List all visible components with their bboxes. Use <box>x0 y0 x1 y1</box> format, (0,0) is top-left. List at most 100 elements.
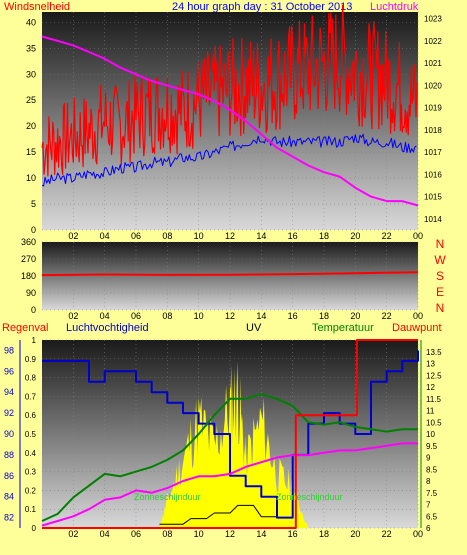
pressure-label: Luchtdruk <box>370 1 419 13</box>
direction-axis-label: 0 <box>31 305 36 315</box>
x-tick-label: 06 <box>131 231 141 241</box>
sunshine-line <box>159 504 277 525</box>
temperature-axis-label: 7 <box>426 501 431 510</box>
rain-line <box>42 339 418 529</box>
wind-axis-label: 15 <box>26 147 36 157</box>
sunshine-label-right: Zonneschijnduur <box>276 492 343 502</box>
compass-label: N <box>436 301 445 315</box>
temperature-axis-label: 8.5 <box>426 465 438 474</box>
x-tick-label: 20 <box>350 231 360 241</box>
x-tick-label: 12 <box>225 529 235 539</box>
x-tick-label: 14 <box>256 311 266 321</box>
rain-axis-label: 0.7 <box>25 392 37 401</box>
direction-axis-label: 180 <box>21 271 36 281</box>
wind-axis-label: 30 <box>26 69 36 79</box>
x-tick-label: 00 <box>413 311 423 321</box>
temperature-axis-label: 12.5 <box>426 371 442 380</box>
x-tick-label: 02 <box>68 311 78 321</box>
humidity-axis-label: 88 <box>4 450 14 460</box>
x-tick-label: 22 <box>382 311 392 321</box>
x-tick-label: 02 <box>68 529 78 539</box>
x-tick-label: 16 <box>288 311 298 321</box>
x-tick-label: 18 <box>319 311 329 321</box>
x-tick-label: 08 <box>162 311 172 321</box>
humidity-label: Luchtvochtigheid <box>66 322 149 334</box>
x-tick-label: 16 <box>288 529 298 539</box>
pressure-axis-label: 1018 <box>424 126 442 135</box>
compass-label: N <box>436 237 445 251</box>
rain-axis-label: 0.4 <box>25 449 37 458</box>
wind-axis-label: 10 <box>26 173 36 183</box>
pressure-axis-label: 1020 <box>424 81 442 90</box>
rain-axis-label: 0.2 <box>25 486 37 495</box>
humidity-axis-label: 86 <box>4 471 14 481</box>
temperature-axis-label: 12 <box>426 383 435 392</box>
wind-speed-line <box>41 4 418 177</box>
x-tick-label: 20 <box>350 311 360 321</box>
temperature-axis-label: 9 <box>426 454 431 463</box>
x-tick-label: 02 <box>68 231 78 241</box>
humidity-line <box>42 350 419 519</box>
rain-axis-label: 0.9 <box>25 355 37 364</box>
x-tick-label: 08 <box>162 231 172 241</box>
rain-axis-label: 0.1 <box>25 505 37 514</box>
wind-axis-label: 25 <box>26 95 36 105</box>
humidity-axis-label: 90 <box>4 429 14 439</box>
wind-average-line <box>41 133 417 187</box>
temperature-line <box>41 393 418 522</box>
humidity-axis-label: 84 <box>4 492 14 502</box>
rain-axis-label: 1 <box>32 336 37 345</box>
direction-axis-label: 270 <box>21 254 36 264</box>
x-tick-label: 18 <box>319 529 329 539</box>
x-tick-label: 00 <box>413 231 423 241</box>
pressure-axis-label: 1016 <box>424 170 442 179</box>
x-tick-label: 14 <box>256 231 266 241</box>
pressure-axis-label: 1023 <box>424 15 442 24</box>
wind-axis-label: 5 <box>31 199 36 209</box>
dewpoint-line <box>41 442 418 527</box>
x-tick-label: 16 <box>288 231 298 241</box>
temperature-axis-label: 9.5 <box>426 442 438 451</box>
humidity-axis-label: 92 <box>4 408 14 418</box>
x-tick-label: 06 <box>131 529 141 539</box>
uv-area <box>159 361 309 528</box>
temperature-axis-label: 7.5 <box>426 489 438 498</box>
direction-axis-label: 90 <box>26 288 36 298</box>
dewpoint-label: Dauwpunt <box>392 322 442 334</box>
x-tick-label: 10 <box>194 529 204 539</box>
humidity-axis-label: 94 <box>4 387 14 397</box>
x-tick-label: 08 <box>162 529 172 539</box>
pressure-line <box>41 35 419 207</box>
pressure-axis-label: 1017 <box>424 148 442 157</box>
x-tick-label: 10 <box>194 311 204 321</box>
compass-label: W <box>434 253 446 267</box>
pressure-axis-label: 1019 <box>424 104 442 113</box>
temperature-axis-label: 11.5 <box>426 395 442 404</box>
wind-axis-label: 20 <box>26 121 36 131</box>
humidity-axis-label: 96 <box>4 366 14 376</box>
wind-direction-line <box>41 271 419 277</box>
rain-label: Regenval <box>2 322 48 334</box>
temperature-axis-label: 11 <box>426 407 435 416</box>
temperature-axis-label: 10 <box>426 430 435 439</box>
temperature-axis-label: 13.5 <box>426 348 442 357</box>
x-tick-label: 04 <box>100 311 110 321</box>
x-tick-label: 22 <box>382 529 392 539</box>
rain-axis-label: 0 <box>32 524 37 533</box>
direction-axis-label: 360 <box>21 237 36 247</box>
x-tick-label: 12 <box>225 311 235 321</box>
temperature-axis-label: 10.5 <box>426 418 442 427</box>
uv-label: UV <box>246 322 262 334</box>
rain-axis-label: 0.3 <box>25 468 37 477</box>
wind-axis-label: 40 <box>26 17 36 27</box>
sunshine-label-left: Zonneschijnduur <box>134 492 201 502</box>
x-tick-label: 04 <box>100 529 110 539</box>
wind-speed-label: Windsnelheid <box>4 1 70 13</box>
temperature-label: Temperatuur <box>312 322 374 334</box>
pressure-axis-label: 1014 <box>424 215 442 224</box>
temperature-axis-label: 6 <box>426 524 431 533</box>
pressure-axis-label: 1015 <box>424 193 442 202</box>
rain-axis-label: 0.6 <box>25 411 37 420</box>
rain-axis-label: 0.5 <box>25 430 37 439</box>
